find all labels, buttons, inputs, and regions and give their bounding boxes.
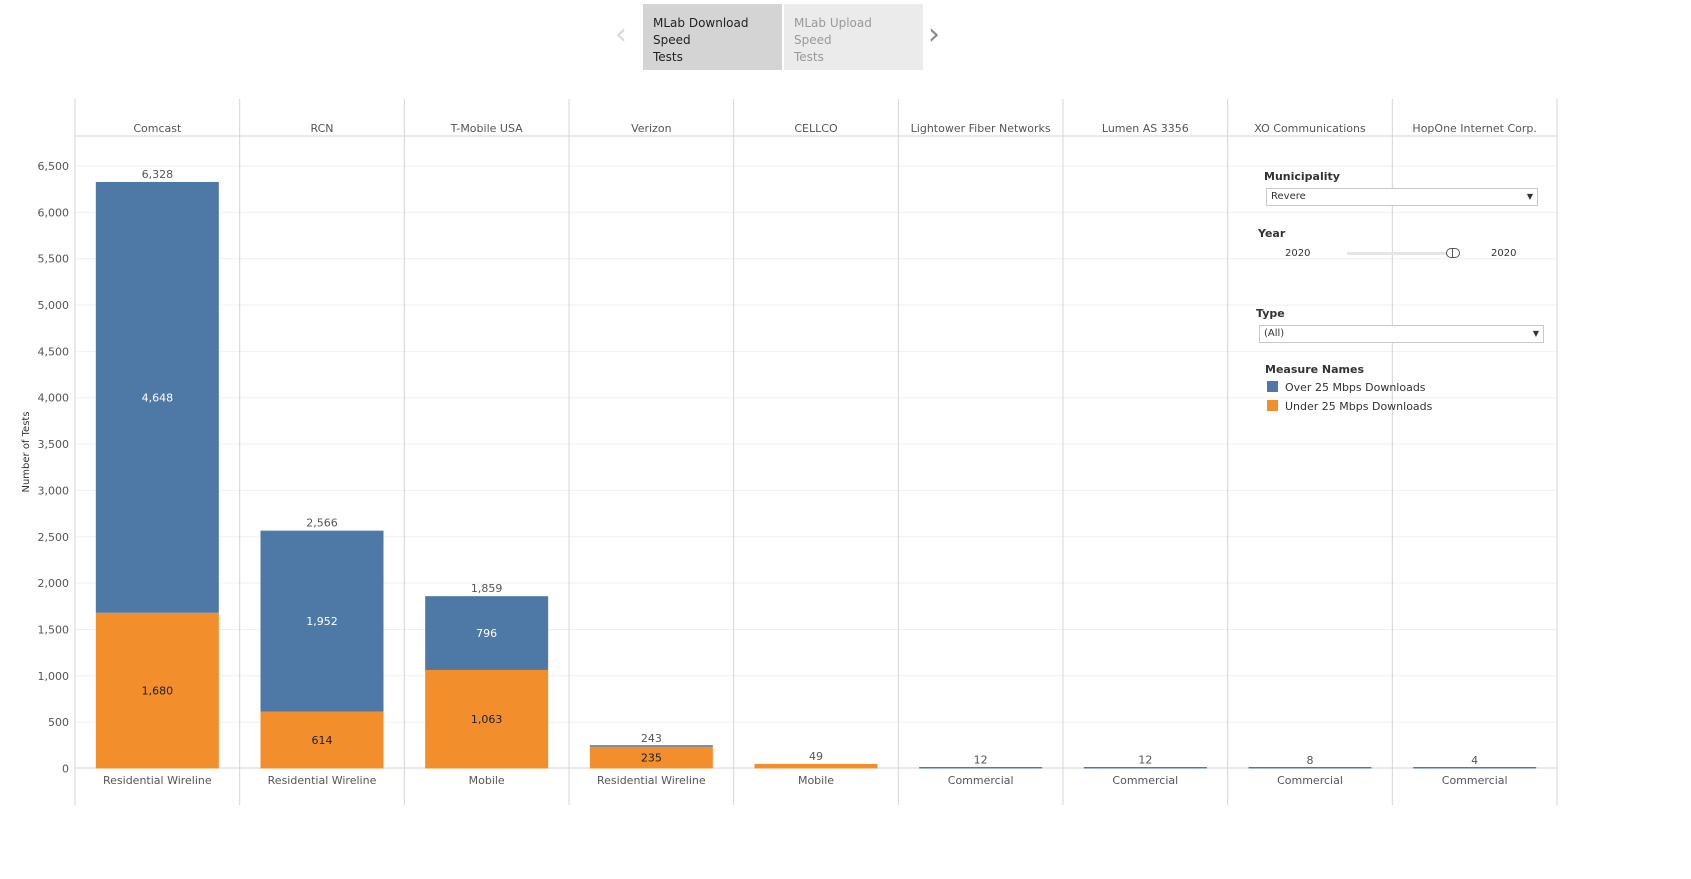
bar-segment — [95, 181, 219, 613]
caret-down-icon: ▼ — [1526, 192, 1533, 201]
tab-label-line2: Tests — [794, 50, 824, 64]
bar-total-label: 12 — [1138, 753, 1152, 766]
y-tick-label: 2,000 — [38, 577, 70, 590]
year-slider-track[interactable] — [1347, 252, 1459, 255]
subcategory-label: Mobile — [469, 774, 505, 787]
subcategory-label: Commercial — [1442, 774, 1508, 787]
type-value: (All) — [1264, 328, 1285, 339]
y-tick-label: 500 — [48, 716, 69, 729]
y-tick-label: 4,000 — [38, 392, 70, 405]
bar-segment — [425, 596, 549, 670]
bar-data-label: 1,680 — [142, 685, 174, 698]
y-tick-label: 6,000 — [38, 206, 70, 219]
subcategory-label: Commercial — [1112, 774, 1178, 787]
bar-data-label: 614 — [312, 734, 333, 747]
tab-download-speed-tests[interactable]: MLab Download Speed Tests — [643, 4, 782, 70]
bar-segment — [260, 530, 384, 712]
y-tick-label: 5,000 — [38, 299, 70, 312]
y-tick-label: 3,000 — [38, 484, 70, 497]
year-min-label: 2020 — [1285, 248, 1311, 259]
type-filter-title: Type — [1256, 307, 1285, 320]
year-slider-handle[interactable] — [1446, 248, 1460, 258]
year-max-label: 2020 — [1491, 248, 1517, 259]
subcategory-label: Residential Wireline — [268, 774, 377, 787]
chevron-left-icon[interactable]: ‹ — [615, 17, 627, 52]
bar-total-label: 1,859 — [471, 582, 503, 595]
year-filter-title: Year — [1258, 227, 1286, 240]
y-tick-label: 1,000 — [38, 670, 70, 683]
y-tick-label: 5,500 — [38, 253, 70, 266]
bar-total-label: 4 — [1471, 754, 1478, 767]
bar-segment — [754, 763, 878, 769]
bar-data-label: 796 — [476, 627, 497, 640]
bar-total-label: 8 — [1307, 754, 1314, 767]
bar-segment — [1248, 767, 1372, 769]
bar-segment — [1083, 767, 1207, 769]
tab-upload-speed-tests[interactable]: MLab Upload Speed Tests — [784, 4, 923, 70]
bar-total-label: 49 — [809, 750, 823, 763]
category-header: HopOne Internet Corp. — [1412, 122, 1536, 135]
subcategory-label: Residential Wireline — [103, 774, 212, 787]
bar-data-label: 235 — [641, 752, 662, 765]
bar-segment — [919, 767, 1043, 769]
bar-segment — [95, 612, 219, 769]
type-dropdown[interactable]: (All) ▼ — [1259, 325, 1544, 343]
category-header: RCN — [310, 122, 333, 135]
bar-total-label: 2,566 — [306, 517, 338, 530]
y-tick-label: 0 — [62, 763, 69, 776]
legend-swatch-under-25[interactable] — [1267, 400, 1278, 411]
category-header: Lightower Fiber Networks — [911, 122, 1051, 135]
subcategory-label: Commercial — [948, 774, 1014, 787]
bar-data-label: 4,648 — [142, 391, 174, 404]
bar-total-label: 6,328 — [142, 168, 174, 181]
y-tick-label: 1,500 — [38, 623, 70, 636]
municipality-value: Revere — [1271, 191, 1306, 202]
category-header: XO Communications — [1254, 122, 1366, 135]
dashboard-tab-strip: ‹ MLab Download Speed Tests MLab Upload … — [615, 4, 955, 70]
y-tick-label: 6,500 — [38, 160, 70, 173]
bar-data-label: 1,952 — [306, 615, 338, 628]
tab-label-line1: MLab Upload Speed — [794, 16, 872, 47]
bar-segment — [1413, 767, 1537, 769]
municipality-dropdown[interactable]: Revere ▼ — [1266, 188, 1538, 206]
y-tick-label: 2,500 — [38, 531, 70, 544]
bar-segment — [260, 711, 384, 769]
subcategory-label: Residential Wireline — [597, 774, 706, 787]
category-header: Verizon — [631, 122, 672, 135]
subcategory-label: Commercial — [1277, 774, 1343, 787]
legend-label-under-25[interactable]: Under 25 Mbps Downloads — [1285, 400, 1433, 413]
y-tick-label: 3,500 — [38, 438, 70, 451]
caret-down-icon: ▼ — [1532, 329, 1539, 338]
bar-total-label: 12 — [974, 753, 988, 766]
category-header: T-Mobile USA — [450, 122, 523, 135]
legend-label-over-25[interactable]: Over 25 Mbps Downloads — [1285, 381, 1426, 394]
category-header: Lumen AS 3356 — [1102, 122, 1189, 135]
bar-segment — [589, 746, 713, 769]
tab-label-line1: MLab Download Speed — [653, 16, 749, 47]
tab-label-line2: Tests — [653, 50, 683, 64]
subcategory-label: Mobile — [798, 774, 834, 787]
bar-segment — [589, 745, 713, 747]
legend-title: Measure Names — [1265, 363, 1365, 376]
category-header: Comcast — [133, 122, 182, 135]
y-tick-label: 4,500 — [38, 345, 70, 358]
category-header: CELLCO — [794, 122, 838, 135]
bar-data-label: 1,063 — [471, 713, 503, 726]
bar-segment — [425, 669, 549, 769]
chevron-right-icon[interactable]: › — [928, 17, 940, 52]
municipality-filter-title: Municipality — [1264, 170, 1340, 183]
legend-swatch-over-25[interactable] — [1267, 381, 1278, 392]
bar-total-label: 243 — [641, 732, 662, 745]
y-axis-title: Number of Tests — [21, 411, 32, 492]
